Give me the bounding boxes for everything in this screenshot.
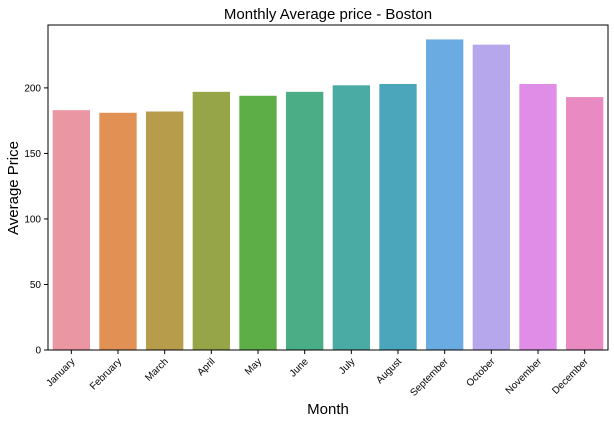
x-tick-label-august: August <box>374 356 404 386</box>
x-tick-label-may: May <box>243 356 264 377</box>
x-ticks: January February March April May June July Augu… <box>45 350 591 399</box>
y-tick-label: 200 <box>24 83 41 94</box>
x-tick-label-december: December <box>550 356 591 397</box>
x-axis-label: Month <box>307 401 349 418</box>
x-tick-label-june: June <box>288 356 311 379</box>
bar-may <box>239 95 277 351</box>
plot-frame <box>47 24 609 351</box>
x-tick-label-november: November <box>504 356 545 397</box>
bar-january <box>52 110 90 351</box>
x-tick-label-february: February <box>88 356 124 392</box>
bar-july <box>332 85 370 350</box>
bars-layer <box>52 39 604 351</box>
bar-november <box>519 83 557 350</box>
bar-august <box>379 83 417 350</box>
y-ticks: 0 50 100 150 200 <box>24 83 48 357</box>
y-tick-label: 100 <box>24 214 41 225</box>
bar-april <box>192 91 230 350</box>
x-tick-label-april: April <box>196 356 218 378</box>
bar-february <box>99 112 137 350</box>
bar-september <box>426 39 464 351</box>
bar-march <box>146 111 184 351</box>
x-tick-label-january: January <box>45 356 78 389</box>
bar-october <box>472 44 510 350</box>
bar-june <box>286 91 324 350</box>
x-tick-label-march: March <box>143 356 170 383</box>
x-tick-label-october: October <box>465 356 498 389</box>
bar-december <box>566 97 604 350</box>
x-tick-label-september: September <box>408 356 451 399</box>
chart-title: Monthly Average price - Boston <box>224 6 432 23</box>
y-tick-label: 0 <box>35 346 41 357</box>
x-tick-label-july: July <box>337 356 357 376</box>
y-axis-label: Average Price <box>5 141 22 235</box>
y-tick-label: 150 <box>24 149 41 160</box>
y-tick-label: 50 <box>30 280 42 291</box>
